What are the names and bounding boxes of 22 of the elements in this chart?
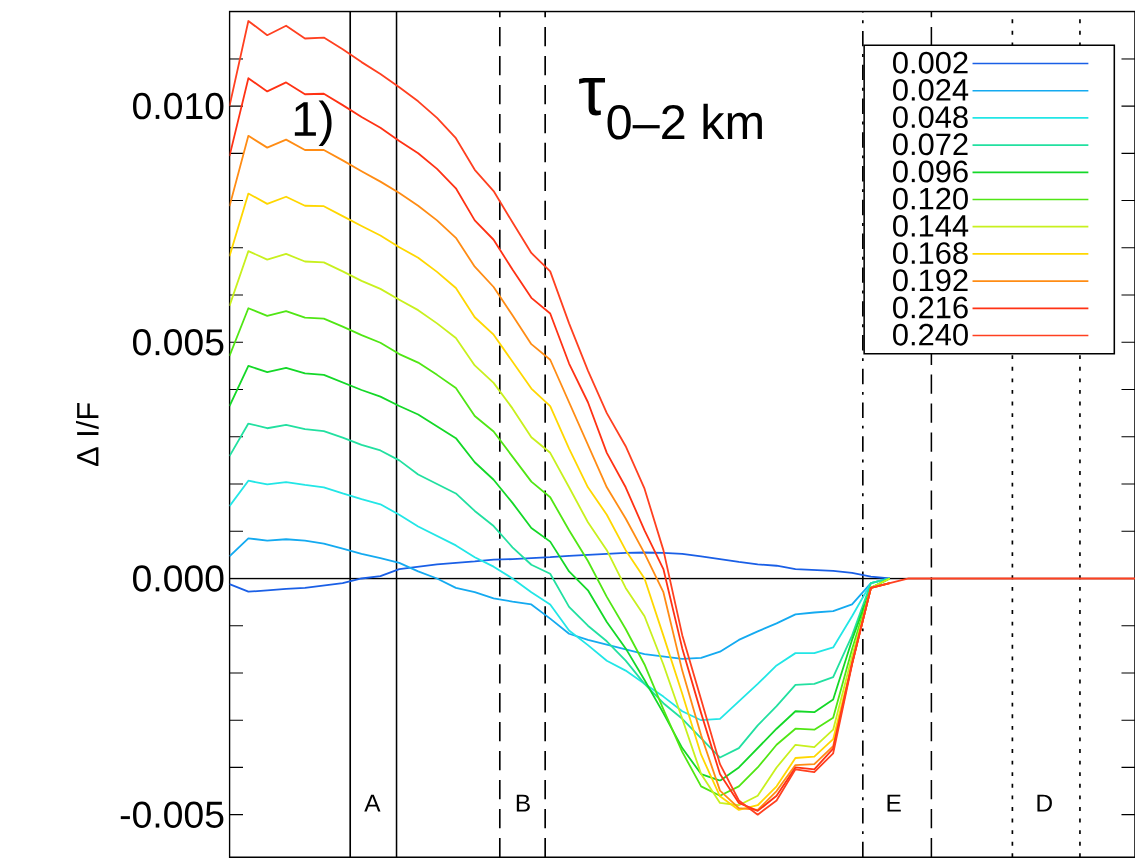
y-tick-label: 0.000 xyxy=(133,565,224,592)
y-tick-label: -0.005 xyxy=(120,801,224,828)
legend-label: 0.168 xyxy=(893,242,968,264)
y-axis-title: Δ I/F xyxy=(76,402,99,467)
annotation: A xyxy=(364,794,381,812)
legend-label: 0.216 xyxy=(893,296,968,319)
y-tick-label: 0.005 xyxy=(133,329,224,356)
legend-label: 0.072 xyxy=(893,133,968,156)
annotation: B xyxy=(516,794,530,812)
y-tick-label: 0.010 xyxy=(133,92,224,120)
legend-label: 0.144 xyxy=(893,214,969,237)
annotation: E xyxy=(887,794,901,812)
legend-label: 0.120 xyxy=(893,187,968,210)
annotation: 1) xyxy=(294,100,332,146)
legend-label: 0.024 xyxy=(893,78,969,101)
legend-label: 0.002 xyxy=(893,51,968,74)
annotation: τ$_{0–2 km}$ xyxy=(579,78,762,140)
legend-label: 0.048 xyxy=(893,106,968,128)
legend-label: 0.096 xyxy=(893,160,968,183)
legend-label: 0.240 xyxy=(893,323,968,346)
legend-label: 0.192 xyxy=(893,269,968,292)
annotation: D xyxy=(1037,794,1052,812)
